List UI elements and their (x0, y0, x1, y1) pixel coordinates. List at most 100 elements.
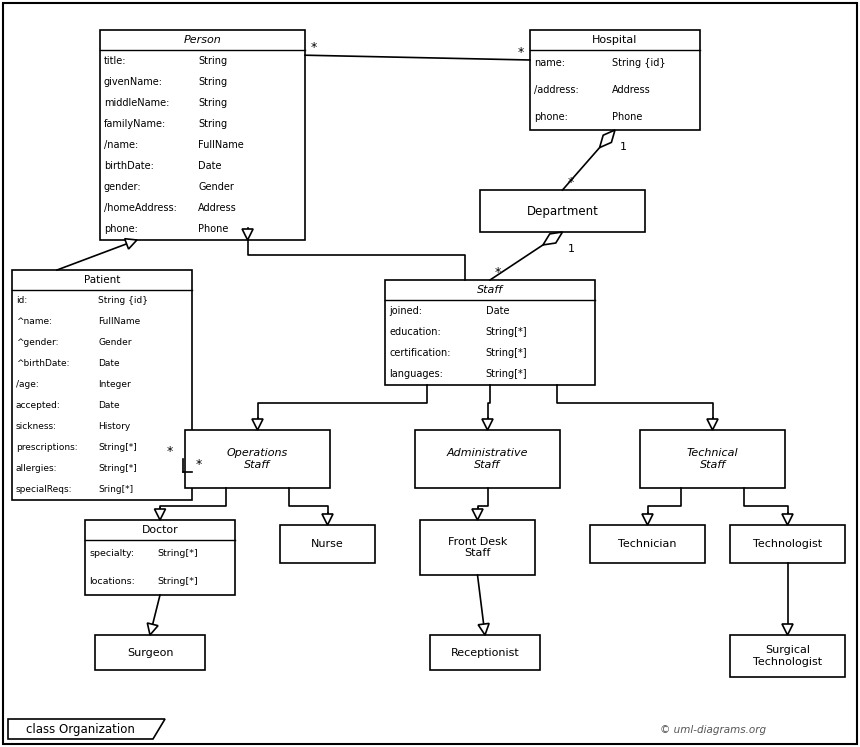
Bar (280, 525, 375, 563)
Text: String[*]: String[*] (157, 577, 198, 586)
Polygon shape (243, 229, 253, 240)
Polygon shape (252, 419, 263, 430)
Text: © uml-diagrams.org: © uml-diagrams.org (660, 725, 766, 735)
Polygon shape (782, 514, 793, 525)
Text: Date: Date (98, 401, 120, 410)
Bar (430, 635, 540, 670)
Text: phone:: phone: (534, 111, 568, 122)
Text: History: History (98, 422, 131, 431)
Text: prescriptions:: prescriptions: (16, 443, 77, 452)
Text: sickness:: sickness: (16, 422, 57, 431)
Text: String: String (199, 55, 228, 66)
Bar (530, 30, 700, 130)
Bar (640, 430, 785, 488)
Polygon shape (147, 623, 158, 635)
Text: Integer: Integer (98, 380, 131, 389)
Bar (95, 635, 205, 670)
Text: Front Desk
Staff: Front Desk Staff (448, 536, 507, 558)
Text: Technician: Technician (618, 539, 677, 549)
Text: Address: Address (611, 85, 650, 95)
Text: Surgical
Technologist: Surgical Technologist (753, 645, 822, 667)
Text: *: * (495, 266, 501, 279)
Text: middleName:: middleName: (104, 98, 169, 108)
Text: Phone: Phone (611, 111, 642, 122)
Bar (385, 280, 595, 385)
Text: Patient: Patient (83, 275, 120, 285)
Text: String[*]: String[*] (98, 464, 137, 473)
Text: locations:: locations: (89, 577, 135, 586)
Text: Receptionist: Receptionist (451, 648, 519, 657)
Bar (85, 520, 235, 595)
Text: certification:: certification: (389, 348, 451, 358)
Text: String[*]: String[*] (486, 348, 527, 358)
Text: FullName: FullName (199, 140, 244, 150)
Text: String[*]: String[*] (98, 443, 137, 452)
Text: class Organization: class Organization (26, 722, 135, 736)
Polygon shape (707, 419, 718, 430)
Text: Sring[*]: Sring[*] (98, 485, 133, 494)
Text: familyName:: familyName: (104, 119, 166, 129)
Text: languages:: languages: (389, 369, 443, 379)
Text: accepted:: accepted: (16, 401, 61, 410)
Text: /age:: /age: (16, 380, 39, 389)
Text: 1: 1 (568, 244, 574, 254)
Text: Person: Person (184, 35, 221, 45)
Text: ^name:: ^name: (16, 317, 52, 326)
Text: specialty:: specialty: (89, 549, 134, 558)
Text: Department: Department (526, 205, 599, 217)
Text: *: * (196, 459, 202, 471)
Text: *: * (518, 46, 525, 59)
Polygon shape (8, 719, 165, 739)
Text: Date: Date (98, 359, 120, 368)
Text: education:: education: (389, 327, 440, 337)
Text: title:: title: (104, 55, 126, 66)
Text: phone:: phone: (104, 224, 138, 235)
Polygon shape (599, 130, 615, 148)
Text: Gender: Gender (199, 182, 234, 192)
Text: *: * (167, 445, 173, 458)
Text: Hospital: Hospital (593, 35, 637, 45)
Polygon shape (482, 419, 493, 430)
Polygon shape (125, 239, 137, 249)
Text: *: * (311, 41, 317, 55)
Polygon shape (642, 514, 653, 525)
Text: String[*]: String[*] (486, 327, 527, 337)
Text: String: String (199, 77, 228, 87)
Text: Technical
Staff: Technical Staff (686, 448, 739, 470)
Polygon shape (322, 514, 333, 525)
Text: allergies:: allergies: (16, 464, 58, 473)
Text: Date: Date (199, 161, 222, 171)
Bar (185, 430, 330, 488)
Text: Gender: Gender (98, 338, 132, 347)
Text: String: String (199, 119, 228, 129)
Text: String {id}: String {id} (98, 296, 149, 305)
Bar (730, 635, 845, 677)
Text: Surgeon: Surgeon (126, 648, 173, 657)
Bar (12, 270, 192, 500)
Text: /name:: /name: (104, 140, 138, 150)
Text: birthDate:: birthDate: (104, 161, 154, 171)
Bar (480, 190, 645, 232)
Text: String: String (199, 98, 228, 108)
Text: Nurse: Nurse (311, 539, 344, 549)
Text: name:: name: (534, 58, 565, 68)
Text: *: * (568, 176, 574, 189)
Bar (415, 430, 560, 488)
Polygon shape (155, 509, 165, 520)
Bar (590, 525, 705, 563)
Text: String {id}: String {id} (611, 58, 666, 68)
Text: ^birthDate:: ^birthDate: (16, 359, 70, 368)
Polygon shape (543, 232, 562, 245)
Text: Staff: Staff (477, 285, 503, 295)
Text: Administrative
Staff: Administrative Staff (446, 448, 528, 470)
Text: ^gender:: ^gender: (16, 338, 58, 347)
Text: String[*]: String[*] (486, 369, 527, 379)
Text: Phone: Phone (199, 224, 229, 235)
Text: /homeAddress:: /homeAddress: (104, 203, 177, 214)
Text: joined:: joined: (389, 306, 422, 316)
Text: FullName: FullName (98, 317, 141, 326)
Text: id:: id: (16, 296, 28, 305)
Text: givenName:: givenName: (104, 77, 163, 87)
Polygon shape (782, 624, 793, 635)
Text: specialReqs:: specialReqs: (16, 485, 72, 494)
